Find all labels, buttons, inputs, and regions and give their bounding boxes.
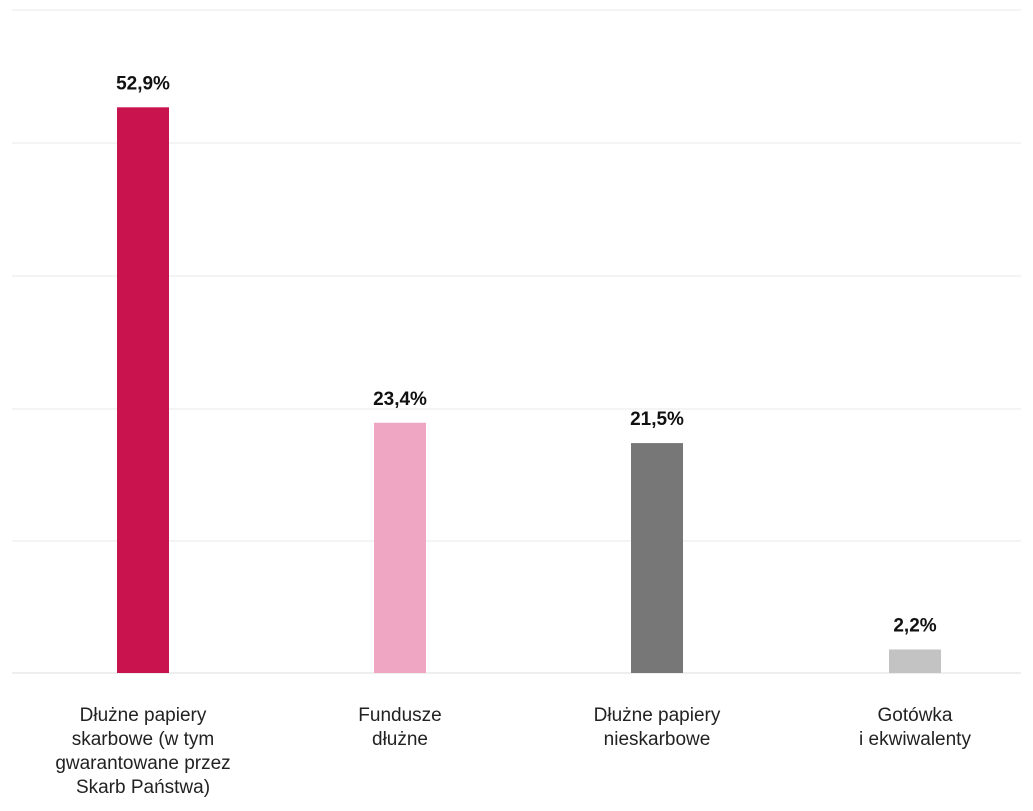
gridlines	[12, 9, 1021, 674]
category-label-line: Dłużne papiery	[80, 705, 207, 726]
category-label-line: i ekwiwalenty	[859, 729, 971, 750]
bars	[117, 107, 941, 674]
value-label-2: 23,4%	[373, 389, 427, 410]
value-label-1: 52,9%	[116, 73, 170, 94]
bar-4	[889, 649, 941, 673]
bar-3	[631, 443, 683, 673]
bar-2	[374, 422, 426, 673]
category-label-line: nieskarbowe	[604, 729, 711, 750]
category-label-line: Fundusze	[358, 705, 441, 726]
category-labels: Dłużne papiery skarbowe (w tym gwarantowan…	[55, 705, 971, 798]
bar-1	[117, 107, 169, 674]
category-label-line: gwarantowane przez	[55, 753, 230, 774]
category-label-line: Skarb Państwa)	[76, 777, 210, 798]
value-label-4: 2,2%	[893, 615, 936, 636]
category-label-line: dłużne	[372, 729, 428, 750]
category-label-4: Gotówka i ekwiwalenty	[859, 705, 971, 750]
category-label-1: Dłużne papiery skarbowe (w tym gwarantowan…	[55, 705, 230, 798]
category-label-line: skarbowe (w tym	[72, 729, 215, 750]
value-labels: 52,9% 23,4% 21,5% 2,2%	[116, 73, 937, 636]
category-label-line: Dłużne papiery	[594, 705, 721, 726]
category-label-line: Gotówka	[878, 705, 953, 726]
category-label-3: Dłużne papiery nieskarbowe	[594, 705, 721, 750]
category-label-2: Fundusze dłużne	[358, 705, 441, 750]
value-label-3: 21,5%	[630, 409, 684, 430]
